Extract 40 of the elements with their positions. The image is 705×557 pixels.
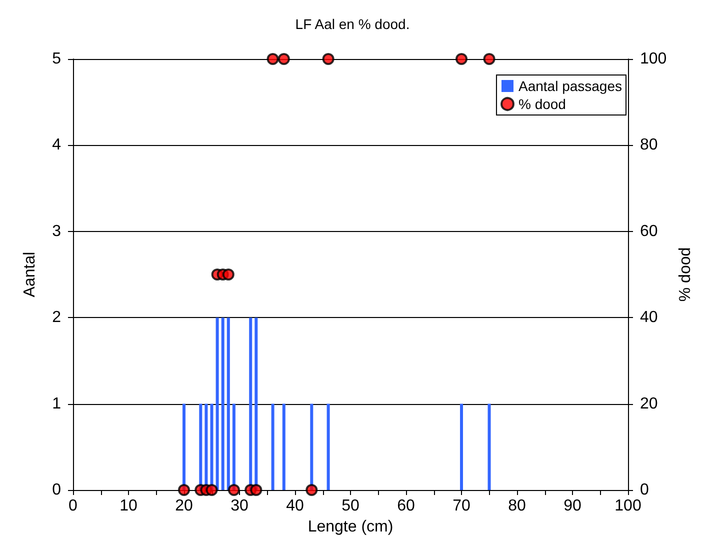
- y2-tick-label: 60: [640, 222, 658, 240]
- x-tick-label: 50: [342, 498, 360, 514]
- y-axis-title: Aantal: [22, 252, 38, 298]
- y2-tick-label: 0: [640, 482, 649, 498]
- x-tick-label: 40: [286, 498, 304, 514]
- y-tick-label: 2: [52, 309, 62, 326]
- point: [322, 53, 334, 65]
- point: [250, 484, 262, 496]
- point: [306, 484, 318, 496]
- point: [206, 484, 218, 496]
- point: [456, 53, 468, 65]
- y2-axis-title: % dood: [677, 247, 694, 302]
- point: [278, 53, 290, 65]
- x-tick-label: 70: [452, 498, 470, 514]
- y2-tick-label: 80: [640, 136, 658, 154]
- point: [266, 53, 279, 65]
- x-tick-label: 0: [68, 498, 78, 514]
- y-tick-label: 5: [52, 50, 62, 68]
- y-tick-label: 4: [52, 136, 62, 154]
- x-tick-label: 30: [230, 498, 248, 514]
- x-tick-label: 80: [508, 498, 526, 514]
- x-tick-label: 20: [175, 498, 193, 514]
- x-axis-title: Lengte (cm): [308, 518, 394, 536]
- x-tick-label: 90: [564, 498, 582, 514]
- y-tick-label: 1: [52, 395, 62, 412]
- legend-label: Aantal passages: [518, 78, 622, 94]
- legend-label: % dood: [518, 96, 566, 112]
- chart-title: LF Aal en % dood.: [295, 16, 410, 32]
- y2-tick-label: 100: [640, 50, 667, 68]
- point: [222, 268, 234, 280]
- y2-tick-label: 20: [640, 395, 658, 412]
- x-tick-label: 100: [614, 498, 642, 514]
- x-tick-label: 60: [397, 498, 415, 514]
- point: [483, 53, 496, 65]
- x-tick-label: 10: [120, 498, 138, 514]
- y-tick-label: 0: [52, 482, 62, 498]
- point: [228, 484, 240, 496]
- y2-tick-label: 40: [640, 309, 658, 326]
- point: [178, 484, 190, 496]
- y-tick-label: 3: [52, 222, 62, 240]
